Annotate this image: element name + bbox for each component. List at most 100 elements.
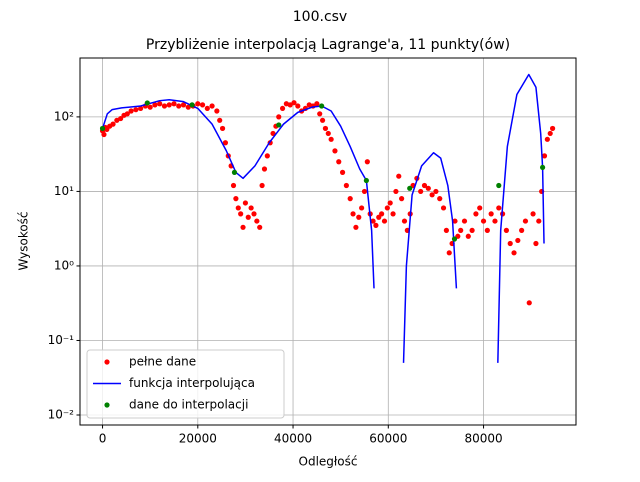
data-point: [180, 102, 187, 108]
data-point: [440, 205, 447, 211]
x-tick-label: 20000: [179, 432, 217, 446]
data-point: [359, 205, 365, 211]
data-point: [384, 205, 390, 211]
data-point: [503, 227, 510, 233]
y-axis-label: Wysokość: [17, 211, 31, 270]
data-point: [390, 211, 396, 217]
data-point: [399, 196, 405, 202]
data-point: [264, 153, 270, 159]
data-point: [421, 182, 428, 189]
data-point: [199, 102, 206, 108]
data-point: [248, 205, 254, 211]
data-point: [387, 200, 393, 206]
data-point: [544, 136, 550, 142]
data-point: [238, 211, 244, 217]
data-point: [339, 169, 346, 175]
data-point: [452, 218, 458, 224]
data-point: [276, 122, 282, 128]
x-tick-label: 40000: [274, 432, 312, 446]
data-point: [99, 125, 106, 132]
data-point: [222, 140, 229, 146]
data-point: [157, 101, 163, 107]
data-point: [261, 166, 268, 172]
data-point: [396, 173, 402, 179]
data-point: [128, 108, 134, 114]
data-point: [361, 188, 368, 195]
data-point: [376, 214, 382, 220]
data-point: [547, 130, 553, 137]
y-tick-label: 10²: [54, 109, 74, 123]
data-point: [328, 136, 334, 142]
data-point: [254, 218, 260, 224]
data-point: [401, 218, 408, 224]
data-point: [235, 205, 241, 211]
chart-title: Przybliżenie interpolacją Lagrange'a, 11…: [146, 37, 510, 53]
data-point: [515, 237, 521, 244]
data-point: [407, 185, 413, 191]
data-point: [350, 211, 356, 217]
data-point: [319, 117, 326, 123]
plot-area: [80, 58, 576, 425]
data-point: [496, 205, 502, 211]
data-point: [230, 182, 237, 189]
x-axis-label: Odległość: [299, 455, 358, 469]
data-point: [259, 182, 265, 189]
data-point: [124, 111, 130, 117]
data-point: [176, 103, 182, 109]
data-point: [110, 121, 116, 127]
data-point: [209, 103, 215, 109]
data-point: [101, 131, 107, 138]
data-point: [473, 211, 479, 217]
data-point: [214, 108, 220, 114]
legend-box: [86, 349, 285, 419]
data-point: [332, 148, 338, 154]
legend-marker: [104, 402, 110, 408]
data-point: [363, 177, 369, 184]
legend-marker: [104, 359, 110, 365]
data-point: [242, 200, 249, 206]
data-point: [144, 100, 150, 106]
data-point: [319, 103, 325, 109]
y-tick-label: 10⁰: [54, 258, 74, 272]
data-point: [530, 211, 536, 217]
data-point: [240, 224, 246, 230]
y-tick-label: 10⁻¹: [48, 333, 75, 347]
data-point: [496, 182, 502, 189]
data-point: [204, 105, 210, 112]
data-point: [195, 101, 201, 107]
data-point: [138, 105, 144, 112]
data-point: [231, 169, 238, 175]
data-point: [536, 218, 542, 224]
data-point: [480, 218, 487, 224]
data-point: [353, 224, 359, 230]
data-point: [539, 164, 546, 171]
data-point: [477, 205, 483, 211]
data-point: [245, 214, 251, 220]
data-point: [381, 218, 388, 224]
data-point: [295, 103, 301, 109]
data-point: [317, 111, 323, 117]
data-point: [287, 102, 293, 108]
data-point: [492, 218, 498, 224]
data-point: [152, 102, 158, 108]
data-point: [393, 188, 399, 195]
data-point: [370, 218, 376, 224]
data-point: [270, 130, 276, 137]
y-tick-label: 10⁻²: [48, 407, 75, 421]
data-point: [461, 218, 468, 224]
data-point: [133, 107, 139, 113]
data-point: [425, 185, 431, 191]
data-point: [147, 104, 153, 110]
data-point: [336, 159, 342, 165]
data-point: [189, 102, 195, 108]
data-point: [429, 192, 435, 198]
data-point: [356, 214, 362, 220]
data-point: [458, 227, 464, 233]
data-point: [219, 125, 226, 132]
data-point: [469, 227, 475, 233]
data-point: [343, 182, 349, 189]
legend-label: funkcja interpolująca: [129, 376, 255, 390]
data-point: [507, 240, 513, 247]
x-tick-label: 60000: [369, 432, 407, 446]
data-point: [291, 100, 297, 106]
